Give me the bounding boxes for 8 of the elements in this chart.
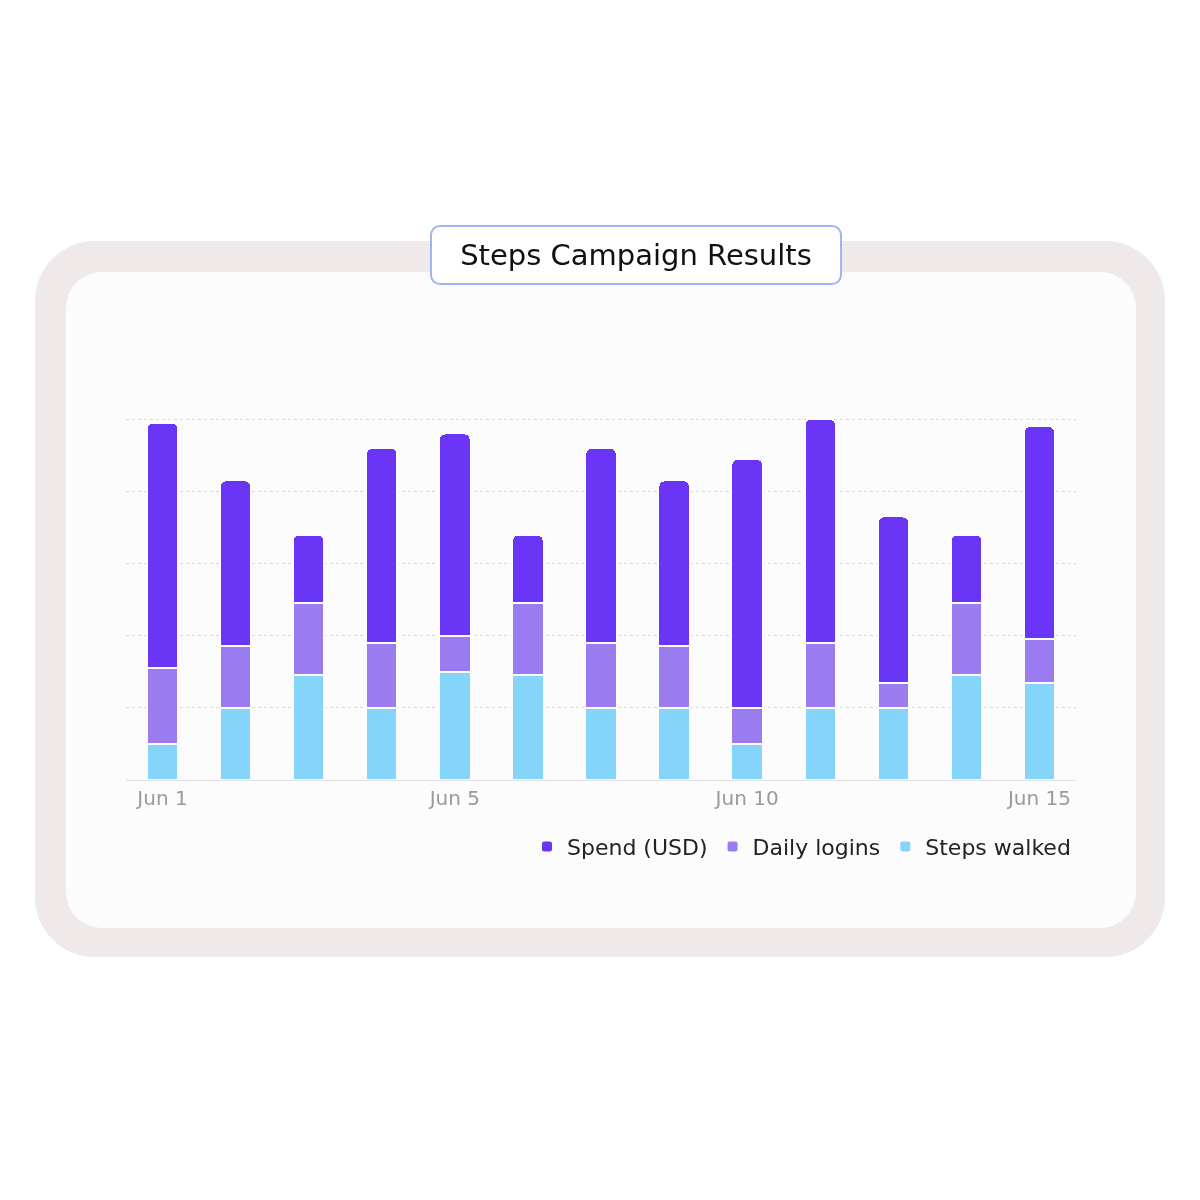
legend-label: Spend (USD) bbox=[567, 834, 708, 860]
x-tick-label: Jun 5 bbox=[427, 786, 481, 810]
legend-label: Daily logins bbox=[752, 834, 881, 860]
legend-label: Steps walked bbox=[925, 834, 1071, 860]
chart-title: Steps Campaign Results bbox=[430, 225, 842, 285]
x-tick-label: Jun 10 bbox=[713, 786, 779, 810]
x-tick-label: Jun 15 bbox=[1005, 786, 1071, 810]
x-tick-label: Jun 1 bbox=[135, 786, 188, 810]
